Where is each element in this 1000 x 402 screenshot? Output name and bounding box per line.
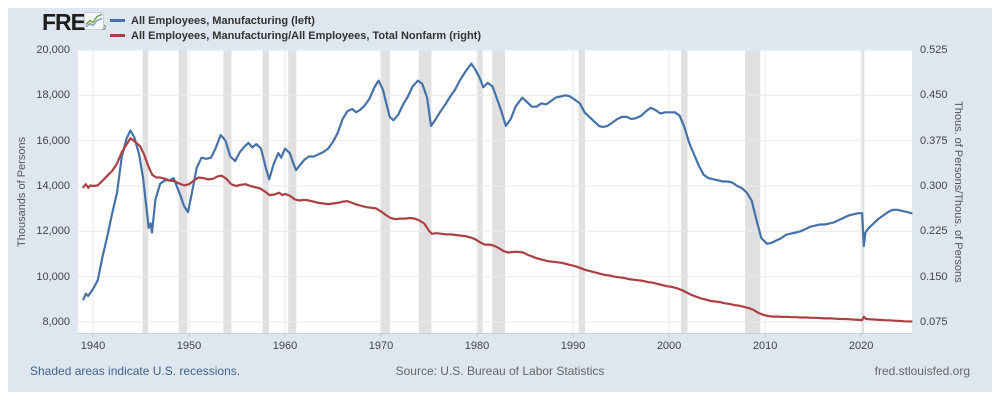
x-tick-label: 1980 [464, 340, 490, 352]
recession-band [223, 50, 232, 333]
fred-sparkline-icon [84, 12, 104, 30]
legend-item-ratio[interactable]: All Employees, Manufacturing/All Employe… [110, 29, 481, 42]
chart-panel: FRED® All Employees, Manufacturing (left… [8, 8, 992, 392]
right-axis-title: Thous. of Persons/Thous. of Persons [952, 100, 964, 283]
plot-area[interactable] [78, 49, 913, 337]
y-left-tick-label: 12,000 [36, 225, 70, 238]
recession-band [681, 50, 688, 333]
recession-band [578, 50, 585, 333]
source-text[interactable]: Source: U.S. Bureau of Labor Statistics [395, 364, 605, 378]
y-right-tick-label: 0.525 [920, 44, 948, 56]
y-left-tick-label: 18,000 [36, 89, 70, 102]
y-right-tick-label: 0.375 [920, 134, 948, 147]
y-right-tick-label: 0.225 [920, 225, 948, 238]
recession-band [861, 50, 865, 333]
y-left-tick-label: 20,000 [36, 44, 70, 56]
y-right-tick-label: 0.075 [920, 316, 948, 328]
y-left-tick-label: 10,000 [36, 270, 70, 283]
legend-label-ratio: All Employees, Manufacturing/All Employe… [131, 29, 482, 42]
x-tick-label: 2000 [656, 340, 682, 352]
recession-band [288, 50, 297, 333]
y-left-tick-label: 14,000 [36, 180, 70, 192]
y-right-tick-label: 0.300 [920, 180, 948, 192]
x-tick-label: 1950 [176, 340, 202, 352]
fred-site-link[interactable]: fred.stlouisfed.org [874, 364, 970, 378]
legend: All Employees, Manufacturing (left) All … [110, 14, 481, 44]
series-line-manufacturing[interactable] [82, 62, 913, 301]
x-tick-label: 1970 [368, 340, 394, 352]
x-tick-label: 2020 [848, 340, 874, 352]
recessions-note-link[interactable]: Shaded areas indicate U.S. recessions. [30, 364, 241, 378]
x-tick-label: 2010 [752, 340, 778, 352]
recession-band [380, 50, 390, 333]
x-tick-label: 1960 [272, 340, 298, 352]
y-right-tick-label: 0.150 [920, 270, 948, 283]
x-tick-label: 1940 [80, 340, 106, 352]
recession-band [492, 50, 506, 333]
y-right-tick-label: 0.450 [920, 89, 948, 102]
recession-band [178, 50, 188, 333]
legend-item-manufacturing[interactable]: All Employees, Manufacturing (left) [110, 14, 481, 27]
legend-swatch-red [110, 34, 125, 37]
footer: Shaded areas indicate U.S. recessions. S… [8, 364, 992, 386]
series-line-ratio[interactable] [82, 137, 913, 323]
recession-band [745, 50, 761, 333]
y-left-tick-label: 8,000 [42, 316, 70, 328]
x-tick-label: 1990 [560, 340, 586, 352]
legend-label-manufacturing: All Employees, Manufacturing (left) [131, 14, 315, 27]
y-left-tick-label: 16,000 [36, 134, 70, 147]
recession-band [477, 50, 483, 333]
legend-swatch-blue [110, 19, 125, 22]
recession-band [418, 50, 432, 333]
